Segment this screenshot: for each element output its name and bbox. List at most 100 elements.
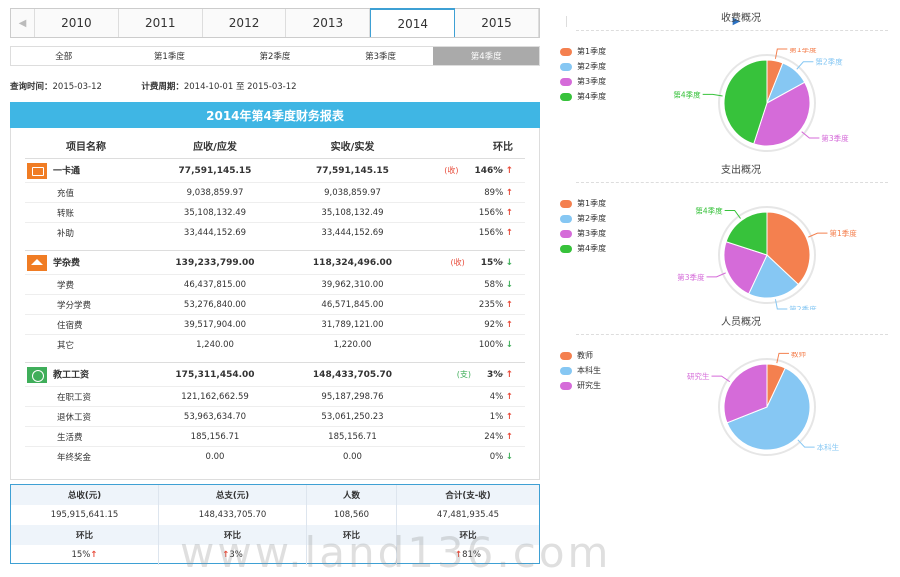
arrow-up-icon: ↑ xyxy=(505,166,513,176)
report-title: 2014年第4季度财务报表 xyxy=(10,102,540,128)
quarter-tab-0[interactable]: 全部 xyxy=(55,52,73,62)
legend-item[interactable]: 第2季度 xyxy=(560,211,606,226)
item-ratio-cell: 156% ↑ xyxy=(420,208,525,218)
table-row: 补助 33,444,152.69 33,444,152.69 156% ↑ xyxy=(25,222,525,242)
summary-total-expense-value: 148,433,705.70 xyxy=(159,505,307,525)
pie-slice[interactable] xyxy=(723,363,768,424)
summary-net-value: 47,481,935.45 xyxy=(436,510,500,520)
legend-swatch xyxy=(560,62,572,71)
legend-swatch xyxy=(560,244,572,253)
item-ratio-cell: 89% ↑ xyxy=(420,188,525,198)
legend-item[interactable]: 第4季度 xyxy=(560,89,606,104)
year-tab-2010[interactable]: 2010 xyxy=(35,9,119,37)
group-receivable: 139,233,799.00 xyxy=(175,257,255,268)
item-received: 46,571,845.00 xyxy=(321,299,384,310)
table-row: 其它 1,240.00 1,220.00 100% ↓ xyxy=(25,334,525,354)
legend-label: 研究生 xyxy=(577,381,601,390)
group-name: 教工工资 xyxy=(53,370,90,380)
quarter-tab-4[interactable]: 第4季度 xyxy=(433,47,539,65)
legend-label: 第1季度 xyxy=(577,47,607,56)
year-tab-2015[interactable]: 2015 xyxy=(455,9,539,37)
divider xyxy=(576,334,888,335)
chart-legend: 教师 本科生研究生 xyxy=(560,348,601,393)
pie-slice-label: 第1季度 xyxy=(789,48,817,54)
year-tab-2011[interactable]: 2011 xyxy=(119,9,203,37)
pie-outer-ring xyxy=(718,206,816,304)
pie-slice-label: 第4季度 xyxy=(695,206,723,216)
chevron-right-icon[interactable]: › xyxy=(500,165,504,176)
legend-item[interactable]: 第1季度 xyxy=(560,196,606,211)
pie-slice[interactable] xyxy=(726,367,811,451)
item-name: 补助 xyxy=(57,228,75,239)
item-receivable: 39,517,904.00 xyxy=(183,319,247,330)
legend-swatch xyxy=(560,366,572,375)
pie-slice[interactable] xyxy=(723,59,768,145)
table-row: 在职工资 121,162,662.59 95,187,298.76 4% ↑ xyxy=(25,386,525,406)
chevron-right-icon[interactable]: › xyxy=(500,257,504,268)
header-item-name: 项目名称 xyxy=(66,141,106,153)
quarter-tab-1[interactable]: 第1季度 xyxy=(153,52,185,62)
legend-swatch xyxy=(560,77,572,86)
arrow-down-icon: ↓ xyxy=(505,258,513,268)
pie-slice[interactable] xyxy=(725,211,768,256)
summary-ratio-label: 环比 xyxy=(11,525,159,545)
arrow-down-icon: ↓ xyxy=(505,339,513,350)
pie-label-line xyxy=(776,352,789,364)
legend-item[interactable]: 第3季度 xyxy=(560,226,606,241)
group-row[interactable]: 教工工资 175,311,454.00 148,433,705.70 (支) 3% ↑ › xyxy=(25,362,525,386)
arrow-down-icon: ↓ xyxy=(505,279,513,290)
summary-ratio-header-row: 环比 环比 环比 环比 xyxy=(11,525,539,545)
item-received: 31,789,121.00 xyxy=(321,319,384,330)
summary-ratio-row: 15% ↑ ↑ 3% ↑ 81% xyxy=(11,545,539,565)
item-name: 学分学费 xyxy=(57,300,92,311)
charts-column: 收费概况 第1季度 第2季度 第3季度 第4季度 第1季度 第2季度 第3季度 第4季度 支出概况… xyxy=(556,8,896,462)
summary-people-value: 108,560 xyxy=(307,505,397,525)
legend-item[interactable]: 第3季度 xyxy=(560,74,606,89)
year-tab-2012[interactable]: 2012 xyxy=(203,9,287,37)
item-ratio-cell: 1% ↑ xyxy=(420,412,525,422)
pie-slice[interactable] xyxy=(748,254,800,299)
item-ratio: 89% xyxy=(484,187,506,198)
pie-slice[interactable] xyxy=(723,241,768,295)
quarter-tab-3[interactable]: 第3季度 xyxy=(365,52,397,62)
group-row[interactable]: 一卡通 77,591,145.15 77,591,145.15 (收) 146% ↑ › xyxy=(25,158,525,182)
legend-item[interactable]: 第4季度 xyxy=(560,241,606,256)
legend-swatch xyxy=(560,381,572,390)
legend-item[interactable]: 教师 xyxy=(560,348,601,363)
pie-slice-label: 第3季度 xyxy=(677,272,705,282)
quarter-tab-2[interactable]: 第2季度 xyxy=(259,52,291,62)
item-received: 35,108,132.49 xyxy=(321,207,384,218)
pie-slice[interactable] xyxy=(753,81,811,147)
item-name: 生活费 xyxy=(57,432,83,443)
item-name: 学费 xyxy=(57,280,75,291)
item-ratio: 1% xyxy=(489,411,506,422)
next-year-button[interactable]: ▶ xyxy=(566,16,900,27)
chevron-right-icon[interactable]: › xyxy=(500,369,504,380)
year-list: 2010 2011 2012 2013 2014 2015 xyxy=(35,8,539,37)
prev-year-button[interactable]: ◀ xyxy=(11,9,35,37)
item-receivable: 9,038,859.97 xyxy=(186,187,244,198)
year-tab-2013[interactable]: 2013 xyxy=(286,9,371,37)
summary-value-row: 195,915,641.15 148,433,705.70 108,560 47… xyxy=(11,505,539,525)
pie-label-line xyxy=(774,299,788,310)
year-tab-2014[interactable]: 2014 xyxy=(370,8,456,37)
legend-item[interactable]: 本科生 xyxy=(560,363,601,378)
item-receivable: 1,240.00 xyxy=(196,339,234,350)
legend-item[interactable]: 第1季度 xyxy=(560,44,606,59)
finance-table: 项目名称 应收/应发 实收/实发 环比 一卡通 77,591,145.15 77,5… xyxy=(10,128,540,480)
legend-swatch xyxy=(560,229,572,238)
legend-item[interactable]: 第2季度 xyxy=(560,59,606,74)
group-receivable: 175,311,454.00 xyxy=(175,369,255,380)
legend-swatch xyxy=(560,47,572,56)
legend-item[interactable]: 研究生 xyxy=(560,378,601,393)
table-row: 学分学费 53,276,840.00 46,571,845.00 235% ↑ xyxy=(25,294,525,314)
item-ratio: 58% xyxy=(484,279,506,290)
pie-chart-panel: 收费概况 第1季度 第2季度 第3季度 第4季度 第1季度 第2季度 第3季度 第4季度 xyxy=(556,8,896,160)
pie-slice[interactable] xyxy=(766,211,811,286)
summary-ratio-value: 15% ↑ xyxy=(11,545,159,565)
arrow-up-icon: ↑ xyxy=(505,299,513,310)
table-row: 生活费 185,156.71 185,156.71 24% ↑ xyxy=(25,426,525,446)
item-name: 退休工资 xyxy=(57,412,92,423)
group-row[interactable]: 学杂费 139,233,799.00 118,324,496.00 (收) 15% ↓ › xyxy=(25,250,525,274)
